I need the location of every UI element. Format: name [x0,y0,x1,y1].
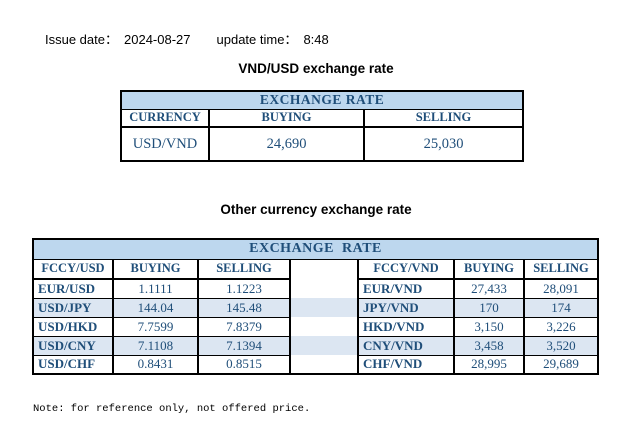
buying-value-cell: 1.1111 [112,278,199,299]
spacer-cell [289,336,359,355]
table-row: USD/JPY 144.04 145.48 JPY/VND 170 174 [32,297,600,318]
column-header-currency: CURRENCY [120,108,210,128]
spacer-cell [289,279,359,298]
buying-value-cell: 0.8431 [112,354,199,375]
other-table-banner: EXCHANGE RATE [31,238,600,260]
currency-pair-cell: USD/HKD [32,316,114,337]
column-header-selling-right: SELLING [522,258,600,280]
currency-pair-cell: HKD/VND [357,316,455,337]
table-row: USD/CHF 0.8431 0.8515 CHF/VND 28,995 29,689 [32,354,600,375]
usd-exchange-table: EXCHANGE RATE CURRENCY BUYING SELLING US… [119,90,525,162]
header-row: FCCY/USD BUYING SELLING FCCY/VND BUYING … [32,258,600,280]
buying-value-cell: 3,458 [453,335,525,356]
other-table-title: Other currency exchange rate [220,202,412,217]
currency-pair-cell: USD/CNY [32,335,114,356]
spacer-cell [289,259,359,279]
update-time-value: 8:48 [303,32,329,47]
spacer-cell [289,355,359,374]
selling-value-cell: 145.48 [197,297,291,318]
other-exchange-table: EXCHANGE RATE FCCY/USD BUYING SELLING FC… [31,238,600,375]
issue-date-label: Issue date： [45,32,118,47]
selling-value-cell: 0.8515 [197,354,291,375]
note-text: Note: for reference only, not offered pr… [33,403,311,415]
buying-value-cell: 170 [453,297,525,318]
update-time-label: update time： [216,32,298,47]
selling-value-cell: 174 [522,297,600,318]
buying-value-cell: 3,150 [453,316,525,337]
issue-date-value: 2024-08-27 [124,32,191,47]
meta-line: Issue date： 2024-08-27 update time： 8:48 [45,29,329,48]
column-header-buying: BUYING [208,108,365,128]
selling-value-cell: 3,520 [522,335,600,356]
usd-table-banner: EXCHANGE RATE [119,90,525,110]
buying-value-cell: 144.04 [112,297,199,318]
currency-pair-cell: USD/CHF [32,354,114,375]
other-table-body: EUR/USD 1.1111 1.1223 EUR/VND 27,433 28,091 US… [32,278,600,375]
table-row: USD/HKD 7.7599 7.8379 HKD/VND 3,150 3,226 [32,316,600,337]
column-header-buying-left: BUYING [112,258,199,280]
currency-pair-cell: EUR/VND [357,278,455,299]
table-row: EUR/USD 1.1111 1.1223 EUR/VND 27,433 28,091 [32,278,600,299]
buying-value-cell: 27,433 [453,278,525,299]
spacer-cell [289,317,359,336]
currency-pair-cell: USD/VND [120,126,210,162]
header-row: CURRENCY BUYING SELLING [120,108,525,128]
banner-row: EXCHANGE RATE [31,238,600,260]
selling-value-cell: 3,226 [522,316,600,337]
column-header-selling: SELLING [362,108,525,128]
currency-pair-cell: JPY/VND [357,297,455,318]
buying-value-cell: 7.7599 [112,316,199,337]
currency-pair-cell: CNY/VND [357,335,455,356]
selling-value-cell: 7.1394 [197,335,291,356]
table-row: USD/CNY 7.1108 7.1394 CNY/VND 3,458 3,520 [32,335,600,356]
other-table-head: EXCHANGE RATE FCCY/USD BUYING SELLING FC… [31,238,600,280]
usd-table-title: VND/USD exchange rate [238,61,394,76]
currency-pair-cell: EUR/USD [32,278,114,299]
buying-value-cell: 7.1108 [112,335,199,356]
spacer-cell [289,298,359,317]
selling-value-cell: 28,091 [522,278,600,299]
column-header-selling-left: SELLING [197,258,291,280]
selling-value-cell: 1.1223 [197,278,291,299]
selling-value-cell: 7.8379 [197,316,291,337]
banner-row: EXCHANGE RATE [119,90,525,110]
column-header-fccy-usd: FCCY/USD [32,258,114,280]
buying-value-cell: 24,690 [208,126,365,162]
currency-pair-cell: CHF/VND [357,354,455,375]
table-row: USD/VND 24,690 25,030 [120,126,525,162]
column-header-fccy-vnd: FCCY/VND [357,258,455,280]
buying-value-cell: 28,995 [453,354,525,375]
currency-pair-cell: USD/JPY [32,297,114,318]
column-header-buying-right: BUYING [453,258,525,280]
selling-value-cell: 29,689 [522,354,600,375]
selling-value-cell: 25,030 [362,126,525,162]
